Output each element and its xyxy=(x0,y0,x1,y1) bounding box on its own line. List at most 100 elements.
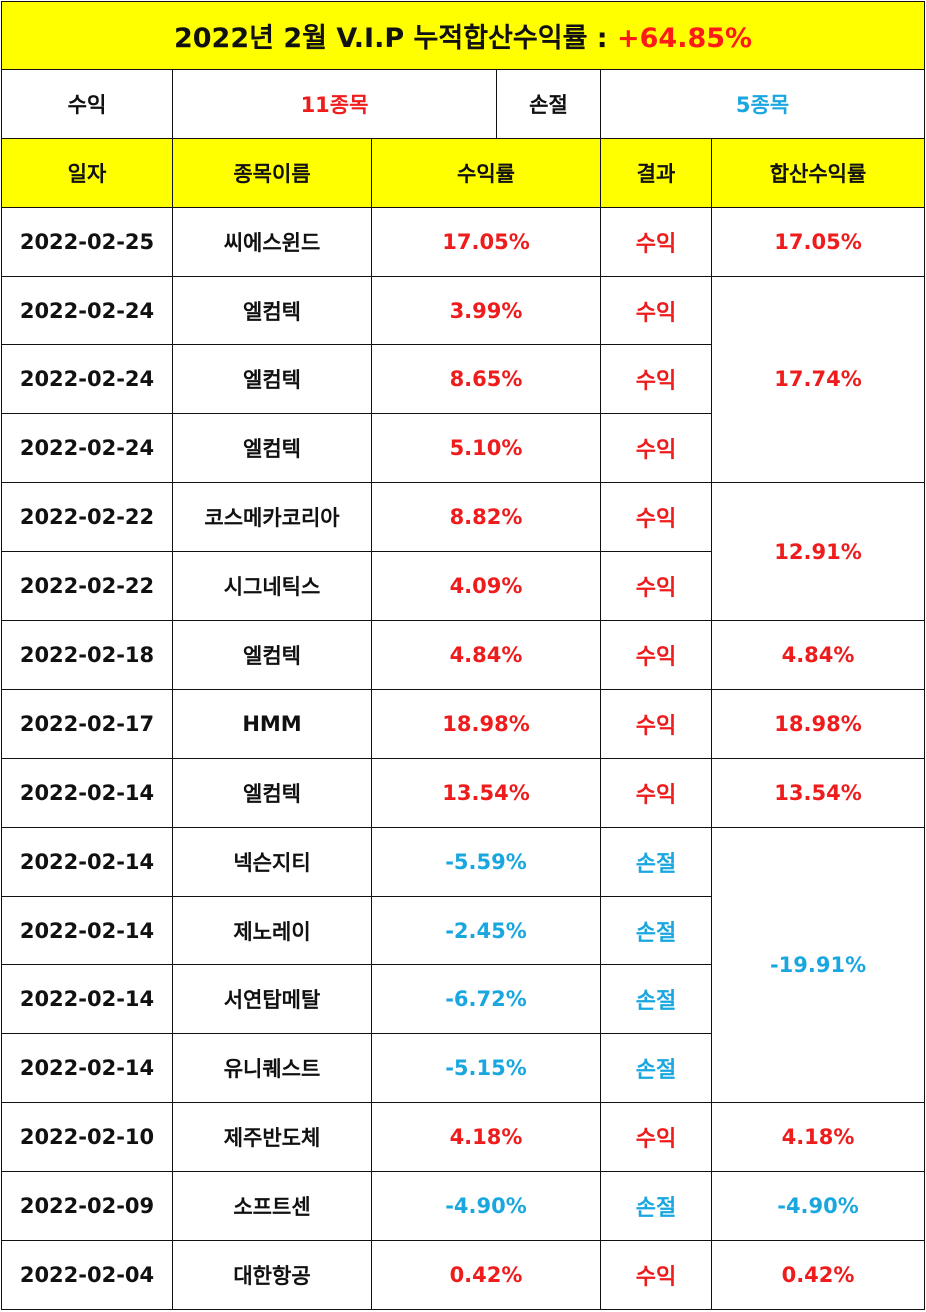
table-row: 2022-02-14 유니퀘스트 -5.15% 손절 xyxy=(1,1033,925,1104)
row-result: 수익 xyxy=(600,757,712,828)
row-return-rate: 17.05% xyxy=(371,206,601,277)
row-combined-return: 17.05% xyxy=(710,206,926,277)
row-return-rate: -4.90% xyxy=(371,1171,601,1242)
row-stock-name: 소프트센 xyxy=(172,1171,372,1242)
row-result: 수익 xyxy=(600,206,712,277)
row-date: 2022-02-18 xyxy=(1,620,173,690)
table-row: 2022-02-24 엘컴텍 3.99% 수익 17.74% xyxy=(1,275,926,484)
row-return-rate: 8.65% xyxy=(371,344,601,415)
summary-gain-count: 11종목 xyxy=(172,68,497,139)
row-result: 수익 xyxy=(600,413,712,484)
table-row: 2022-02-04 대한항공 0.42% 수익 0.42% xyxy=(1,1240,926,1310)
header-name: 종목이름 xyxy=(172,137,372,208)
table-row: 2022-02-25 씨에스윈드 17.05% 수익 17.05% xyxy=(1,206,926,277)
row-stock-name: 씨에스윈드 xyxy=(172,206,372,277)
row-stock-name: 제주반도체 xyxy=(172,1102,372,1173)
row-stock-name: 시그네틱스 xyxy=(172,551,372,622)
row-date: 2022-02-14 xyxy=(1,757,173,828)
row-stock-name: 대한항공 xyxy=(172,1240,372,1310)
row-stock-name: 서연탑메탈 xyxy=(172,964,372,1035)
summary-loss-label: 손절 xyxy=(496,68,601,139)
row-stock-name: 엘컴텍 xyxy=(172,757,372,828)
row-result: 수익 xyxy=(600,275,712,346)
title-total-return: +64.85% xyxy=(617,22,753,54)
row-result: 수익 xyxy=(600,620,712,690)
row-date: 2022-02-22 xyxy=(1,551,173,622)
table-row: 2022-02-17 HMM 18.98% 수익 18.98% xyxy=(1,688,926,759)
title-text: 2022년 2월 V.I.P 누적합산수익률 : xyxy=(173,22,618,54)
row-result: 손절 xyxy=(600,964,712,1035)
row-combined-return: 17.74% xyxy=(710,275,926,484)
row-combined-return: -4.90% xyxy=(710,1171,926,1242)
table-row: 2022-02-22 코스메카코리아 8.82% 수익 12.91% xyxy=(1,482,926,622)
summary-gain-label: 수익 xyxy=(1,68,173,139)
table-row: 2022-02-14 넥슨지티 -5.59% 손절 -19.91% xyxy=(1,826,926,1104)
row-stock-name: 엘컴텍 xyxy=(172,344,372,415)
row-return-rate: 18.98% xyxy=(371,688,601,759)
row-date: 2022-02-24 xyxy=(1,413,173,484)
row-date: 2022-02-17 xyxy=(1,688,173,759)
row-stock-name: 엘컴텍 xyxy=(172,275,372,346)
row-return-rate: 4.18% xyxy=(371,1102,601,1173)
table-row: 2022-02-22 시그네틱스 4.09% 수익 xyxy=(1,551,925,622)
row-date: 2022-02-14 xyxy=(1,964,173,1035)
row-combined-return: 4.84% xyxy=(710,620,926,690)
row-date: 2022-02-14 xyxy=(1,826,173,897)
row-result: 손절 xyxy=(600,895,712,966)
row-return-rate: 5.10% xyxy=(371,413,601,484)
data-rows: 2022-02-25 씨에스윈드 17.05% 수익 17.05% 2022-02-24 엘… xyxy=(1,206,926,1310)
header-combined: 합산수익률 xyxy=(710,137,926,208)
row-result: 손절 xyxy=(600,826,712,897)
row-return-rate: 4.09% xyxy=(371,551,601,622)
row-stock-name: 코스메카코리아 xyxy=(172,482,372,553)
row-return-rate: -5.15% xyxy=(371,1033,601,1104)
row-combined-return: -19.91% xyxy=(710,826,926,1104)
row-result: 수익 xyxy=(600,551,712,622)
row-result: 수익 xyxy=(600,344,712,415)
row-combined-return: 12.91% xyxy=(710,482,926,622)
header-result: 결과 xyxy=(600,137,712,208)
row-combined-return: 13.54% xyxy=(710,757,926,828)
row-return-rate: 3.99% xyxy=(371,275,601,346)
row-date: 2022-02-14 xyxy=(1,1033,173,1104)
row-combined-return: 0.42% xyxy=(710,1240,926,1310)
table-row: 2022-02-14 서연탑메탈 -6.72% 손절 xyxy=(1,964,925,1035)
row-return-rate: 8.82% xyxy=(371,482,601,553)
page-title: 2022년 2월 V.I.P 누적합산수익률 : +64.85% xyxy=(0,1,926,70)
row-return-rate: 13.54% xyxy=(371,757,601,828)
row-return-rate: 0.42% xyxy=(371,1240,601,1310)
table-row: 2022-02-10 제주반도체 4.18% 수익 4.18% xyxy=(1,1102,926,1173)
row-stock-name: HMM xyxy=(172,688,372,759)
row-result: 수익 xyxy=(600,1102,712,1173)
row-date: 2022-02-14 xyxy=(1,895,173,966)
row-date: 2022-02-24 xyxy=(1,275,173,346)
row-stock-name: 엘컴텍 xyxy=(172,413,372,484)
row-result: 손절 xyxy=(600,1033,712,1104)
summary-row: 수익 11종목 손절 5종목 xyxy=(1,68,926,139)
row-date: 2022-02-25 xyxy=(1,206,173,277)
row-result: 손절 xyxy=(600,1171,712,1242)
header-rate: 수익률 xyxy=(371,137,601,208)
row-stock-name: 제노레이 xyxy=(172,895,372,966)
table-row: 2022-02-14 제노레이 -2.45% 손절 xyxy=(1,895,925,966)
row-return-rate: -5.59% xyxy=(371,826,601,897)
table-row: 2022-02-14 엘컴텍 13.54% 수익 13.54% xyxy=(1,757,926,828)
row-result: 수익 xyxy=(600,482,712,553)
row-result: 수익 xyxy=(600,1240,712,1310)
row-combined-return: 4.18% xyxy=(710,1102,926,1173)
table-row: 2022-02-18 엘컴텍 4.84% 수익 4.84% xyxy=(1,620,926,690)
row-result: 수익 xyxy=(600,688,712,759)
row-date: 2022-02-09 xyxy=(1,1171,173,1242)
row-stock-name: 넥슨지티 xyxy=(172,826,372,897)
row-combined-return: 18.98% xyxy=(710,688,926,759)
row-stock-name: 엘컴텍 xyxy=(172,620,372,690)
row-date: 2022-02-10 xyxy=(1,1102,173,1173)
header-date: 일자 xyxy=(1,137,173,208)
row-return-rate: 4.84% xyxy=(371,620,601,690)
row-return-rate: -2.45% xyxy=(371,895,601,966)
row-date: 2022-02-24 xyxy=(1,344,173,415)
table-row: 2022-02-09 소프트센 -4.90% 손절 -4.90% xyxy=(1,1171,926,1242)
row-return-rate: -6.72% xyxy=(371,964,601,1035)
